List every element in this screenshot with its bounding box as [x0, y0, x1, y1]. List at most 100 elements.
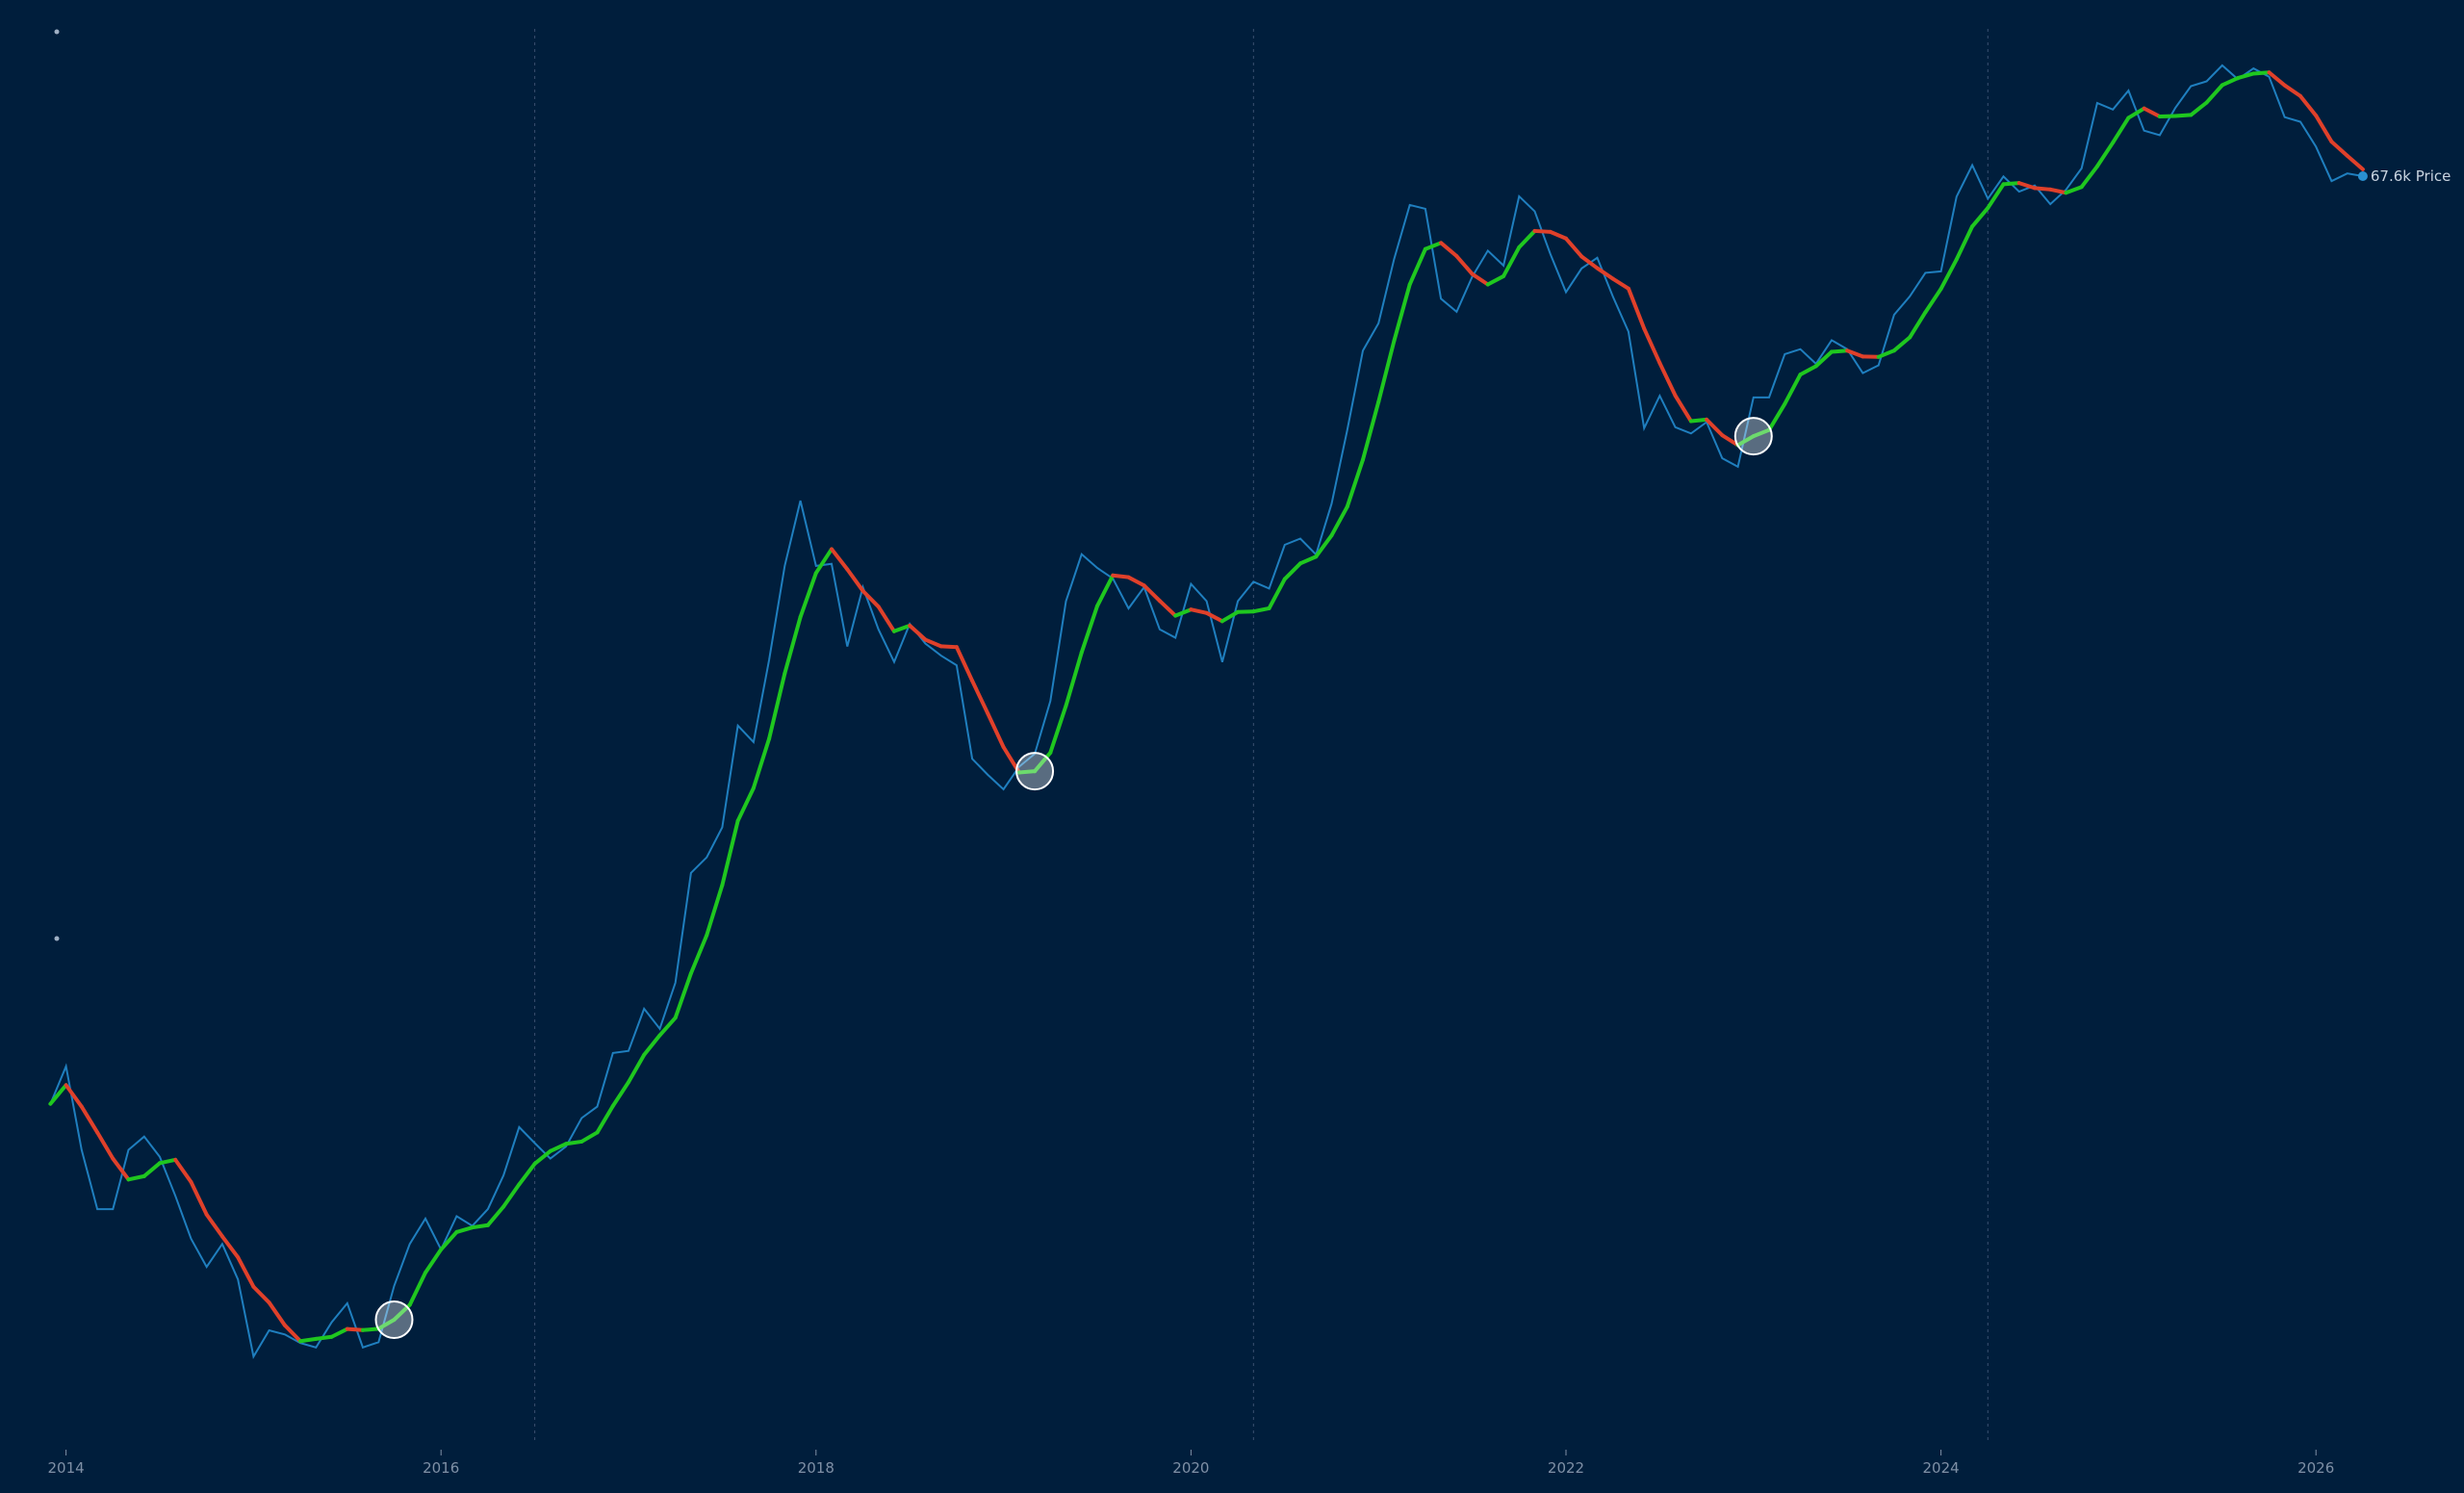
trend-segment-up [1923, 287, 1943, 315]
trend-segment-down [1705, 417, 1725, 438]
trend-segment-down [1626, 286, 1647, 331]
trend-segment-down [267, 1300, 287, 1327]
trend-segment-up [1767, 401, 1787, 432]
trend-segment-up [548, 1142, 569, 1153]
trend-segment-up [126, 1173, 146, 1182]
trend-segment-down [1126, 575, 1146, 588]
trend-segment-up [1236, 609, 1256, 614]
trend-segment-down [2048, 187, 2068, 195]
trend-segment-down [64, 1083, 84, 1109]
trend-segment-up [2173, 113, 2194, 118]
trend-segment-down [923, 637, 943, 649]
trend-segment-up [627, 1052, 647, 1085]
trend-segment-down [282, 1323, 303, 1344]
trend-segment-down [1532, 228, 1553, 234]
trend-segment-up [2001, 181, 2021, 187]
trend-segment-down [2329, 140, 2349, 158]
trend-segment-down [2267, 70, 2287, 88]
trend-segment-up [1048, 704, 1068, 755]
trend-segment-up [2064, 185, 2084, 195]
trend-segment-down [1564, 236, 1584, 259]
trend-segment-up [1783, 373, 1803, 406]
trend-segment-down [1673, 394, 1693, 424]
x-tick-label: 2022 [1548, 1459, 1584, 1477]
trend-segment-up [423, 1248, 444, 1275]
trend-line [48, 70, 2365, 1344]
trend-segment-down [173, 1157, 193, 1184]
trend-segment-up [767, 671, 787, 741]
x-tick-label: 2018 [798, 1459, 834, 1477]
trend-segment-up [2094, 141, 2116, 168]
trend-segment-up [361, 1326, 381, 1332]
trend-segment-up [1173, 607, 1194, 618]
trend-segment-up [1688, 417, 1709, 424]
trend-segment-up [1251, 605, 1271, 614]
trend-segment-up [579, 1130, 600, 1144]
trend-segment-up [1407, 246, 1427, 287]
trend-segment-down [986, 711, 1006, 750]
trend-segment-down [2314, 114, 2334, 144]
x-tick-label: 2014 [48, 1459, 85, 1477]
x-tick-label: 2020 [1172, 1459, 1209, 1477]
trend-segment-up [1016, 769, 1038, 775]
trend-segment-up [2079, 164, 2099, 190]
trend-segment-down [236, 1255, 256, 1289]
trend-segment-up [1829, 348, 1850, 354]
trend-segment-down [860, 588, 881, 609]
trend-segment-up [407, 1271, 427, 1307]
trend-segment-up [751, 736, 772, 790]
trend-segment-up [2126, 106, 2146, 120]
x-axis: 2014 2016 2018 2020 2022 2024 2026 [48, 1450, 2334, 1477]
trend-segment-down [1111, 573, 1131, 579]
trend-segment-up [2204, 83, 2224, 105]
trend-segment-up [1314, 533, 1334, 559]
trend-segment-up [673, 971, 693, 1020]
trend-segment-down [938, 644, 959, 650]
trend-segment-up [1298, 554, 1319, 566]
trend-segment-up [1813, 349, 1834, 369]
trend-segment-down [2297, 93, 2319, 118]
trend-segment-up [2189, 100, 2209, 117]
trend-segment-up [564, 1139, 584, 1146]
trend-segment-up [141, 1161, 162, 1178]
corner-dot-mid [54, 936, 60, 941]
trend-segment-up [2251, 70, 2272, 76]
trend-segment-down [830, 547, 850, 572]
trend-segment-up [532, 1148, 552, 1166]
trend-segment-down [1204, 610, 1224, 624]
trend-segment-up [1938, 257, 1959, 292]
trend-segment-up [1329, 504, 1349, 538]
trend-segment-down [1579, 254, 1600, 270]
trend-segment-up [2111, 116, 2131, 145]
trend-segment-down [2033, 186, 2053, 192]
trend-segment-down [95, 1130, 116, 1161]
trend-segment-up [1502, 245, 1522, 278]
trend-segment-down [2282, 83, 2302, 98]
trend-segment-down [1157, 599, 1178, 618]
trend-segment-up [688, 933, 709, 976]
trend-segment-up [798, 571, 818, 620]
trend-segment-down [845, 567, 865, 593]
trend-segment-up [1891, 335, 1912, 353]
trend-segment-up [1376, 339, 1397, 404]
halving-lines [534, 29, 1989, 1444]
trend-segment-up [610, 1080, 630, 1109]
last-price-dot [2357, 171, 2368, 181]
trend-segment-up [1517, 228, 1537, 249]
trend-segment-down [2142, 106, 2162, 118]
corner-dot-top [54, 29, 60, 35]
trend-segment-up [48, 1083, 68, 1106]
trend-segment-down [2345, 153, 2365, 171]
trend-segment-up [376, 1317, 397, 1331]
trend-segment-up [1751, 427, 1772, 439]
trend-segment-up [1735, 434, 1756, 448]
trend-segment-down [908, 623, 928, 642]
trend-segment-up [298, 1336, 319, 1344]
trend-segment-up [595, 1104, 615, 1135]
trend-segment-down [204, 1212, 224, 1239]
trend-segment-up [783, 615, 803, 676]
trend-segment-up [1219, 609, 1241, 624]
trend-segment-down [1189, 607, 1209, 615]
reversal-marker [1733, 417, 1773, 456]
